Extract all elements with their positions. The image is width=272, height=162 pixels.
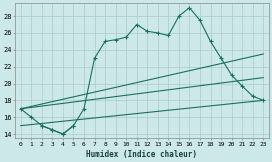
X-axis label: Humidex (Indice chaleur): Humidex (Indice chaleur) (86, 150, 197, 159)
